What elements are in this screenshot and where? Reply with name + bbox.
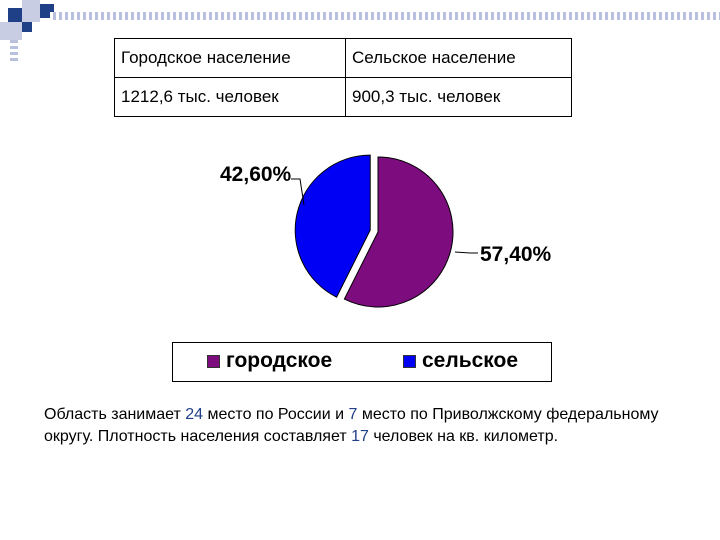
description-part: Область занимает: [44, 406, 186, 423]
leader-line-rural: [291, 178, 305, 206]
decor-line: [50, 12, 720, 20]
table-row: 1212,6 тыс. человек 900,3 тыс. человек: [114, 77, 572, 117]
legend-item-urban: городское: [207, 349, 332, 373]
description-text: Область занимает 24 место по России и 7 …: [44, 404, 694, 448]
rank-volga: 7: [348, 406, 358, 423]
pie-slice-rural: [294, 154, 371, 298]
population-table: Городское население Сельское население 1…: [114, 38, 572, 117]
legend-item-rural: сельское: [403, 349, 518, 373]
table-value-urban: 1212,6 тыс. человек: [114, 77, 346, 117]
chart-legend: городское сельское: [172, 342, 552, 382]
decor-square: [22, 0, 40, 22]
rank-russia: 24: [185, 406, 204, 423]
legend-label-rural: сельское: [422, 349, 519, 372]
table-row: Городское население Сельское население: [114, 38, 572, 78]
description-part: человек на кв. километр.: [368, 428, 559, 445]
table-header-urban: Городское население: [114, 38, 346, 78]
legend-swatch-rural: [403, 354, 416, 368]
description-part: место по Приволжскому федеральному округ…: [44, 406, 659, 445]
decor-line: [10, 40, 18, 64]
decor-square: [8, 8, 22, 22]
data-label-urban: 57,40%: [480, 243, 552, 266]
pie-chart: [291, 154, 478, 308]
decor-square: [0, 22, 22, 40]
decor-square: [22, 22, 32, 32]
leader-line-urban: [454, 251, 478, 254]
data-label-rural: 42,60%: [220, 163, 292, 186]
population-density: 17: [351, 428, 369, 445]
table-header-rural: Сельское население: [345, 38, 572, 78]
pie-slice-urban: [343, 156, 454, 308]
table-value-rural: 900,3 тыс. человек: [345, 77, 572, 117]
legend-label-urban: городское: [226, 349, 333, 372]
description-part: место по России и: [203, 406, 349, 423]
legend-swatch-urban: [207, 354, 220, 368]
